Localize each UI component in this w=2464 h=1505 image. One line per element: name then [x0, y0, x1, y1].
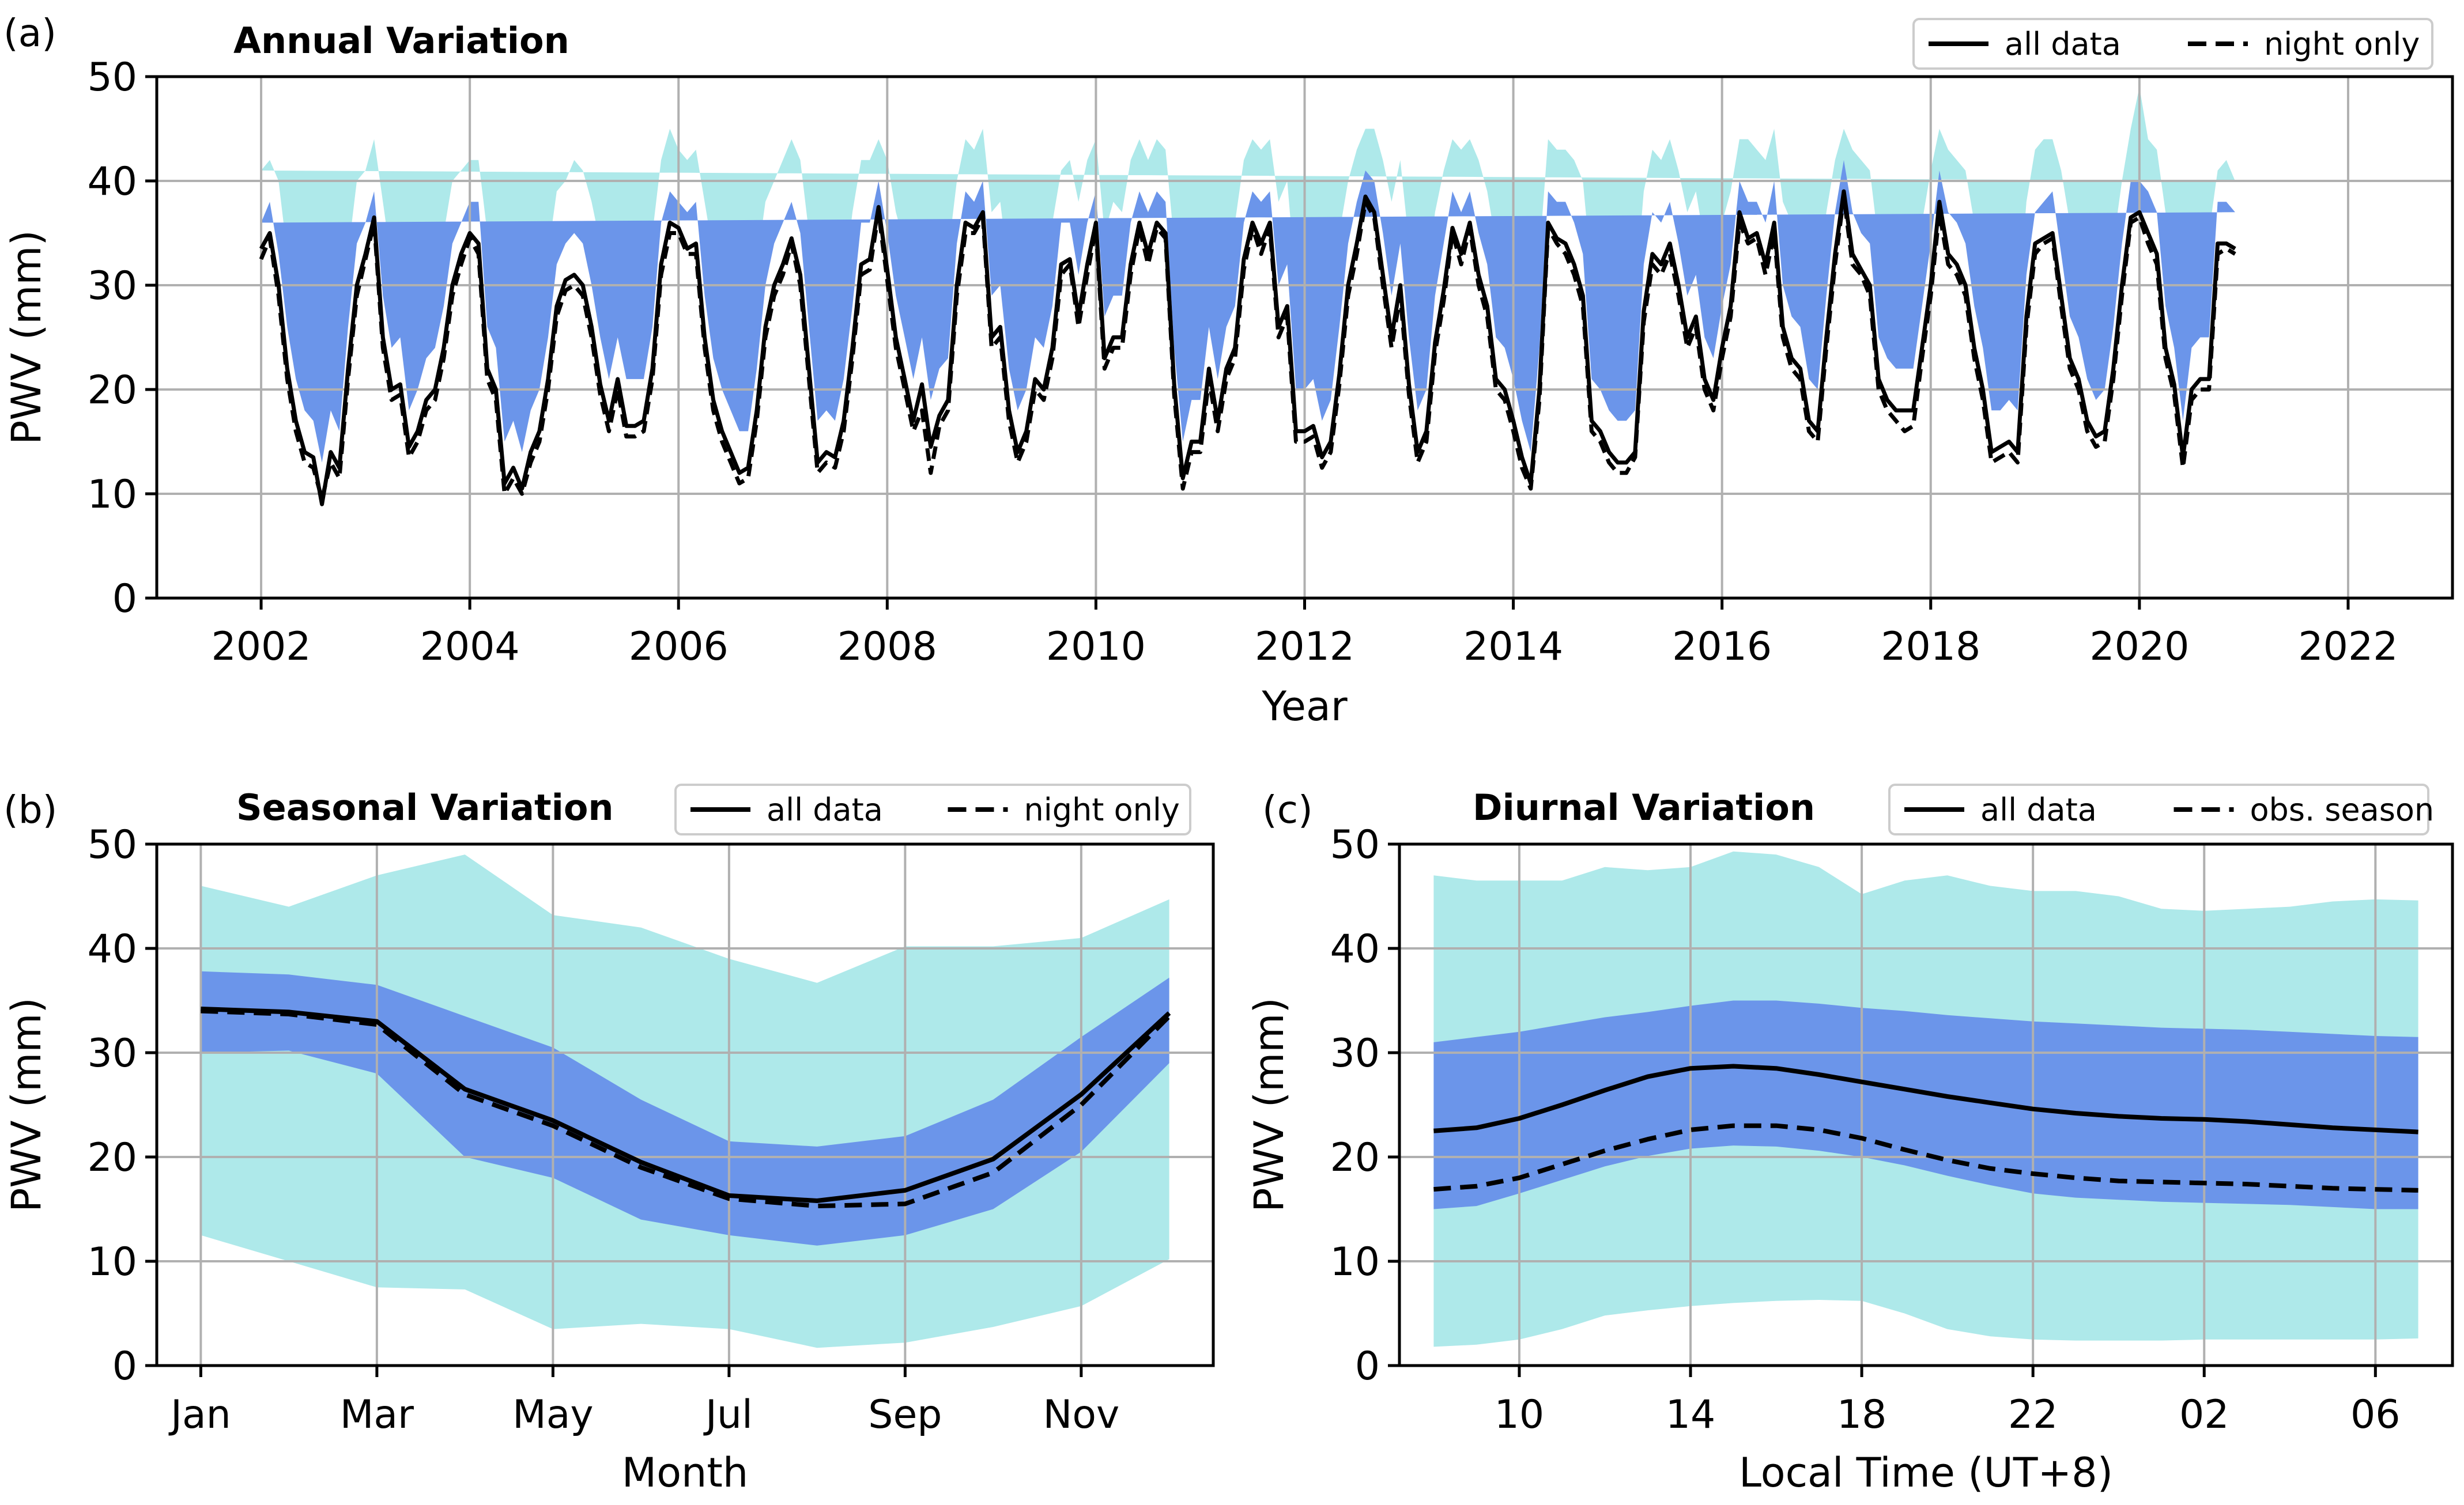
series-line-all-data: [1433, 1064, 2418, 1135]
panel-label: (b): [3, 788, 57, 832]
x-axis-label: Year: [1261, 683, 1347, 730]
chart-title: Annual Variation: [233, 20, 569, 62]
x-tick-label: Mar: [340, 1392, 414, 1438]
legend-box: [674, 784, 1191, 835]
panel-label: (a): [3, 11, 56, 55]
y-axis-label: PWV (mm): [1246, 997, 1293, 1212]
x-tick-label: Jul: [703, 1392, 753, 1438]
y-tick-label: 30: [87, 1031, 137, 1076]
chart-panel-c: 10 14 18 22 02 06 0 10 20 30 40 50 Local Time (UT+8)…: [1246, 784, 2454, 1496]
x-tick-label: May: [512, 1392, 594, 1438]
x-tick-label: 2018: [1881, 624, 1980, 670]
y-tick-label: 50: [87, 822, 137, 868]
axes-frame: [1398, 842, 2454, 1367]
legend-label: night only: [1024, 792, 1180, 828]
x-tick-label: 2002: [212, 624, 311, 670]
y-tick-label: 0: [112, 576, 137, 622]
axes-frame: [155, 842, 1215, 1367]
y-tick-label: 20: [1330, 1135, 1380, 1181]
x-tick-label: 2010: [1046, 624, 1146, 670]
legend: all data obs. season: [1888, 784, 2435, 835]
y-tick-label: 30: [87, 263, 137, 309]
y-tick-label: 30: [1330, 1031, 1380, 1076]
series-line-all-data: [259, 189, 2236, 506]
x-tick-label: 18: [1837, 1392, 1887, 1438]
x-tick-label: Nov: [1043, 1392, 1120, 1438]
legend: all data night only: [674, 784, 1191, 835]
series-line-obs-season: [1433, 1123, 2418, 1193]
legend-label: all data: [2005, 26, 2121, 62]
y-tick-label: 0: [112, 1344, 137, 1389]
x-tick-label: 2022: [2298, 624, 2398, 670]
y-tick-label: 0: [1355, 1344, 1380, 1389]
band-2sigma: [261, 87, 2235, 358]
chart-title: Diurnal Variation: [1473, 786, 1815, 829]
y-axis-label: PWV (mm): [3, 997, 50, 1212]
x-tick-label: 14: [1666, 1392, 1716, 1438]
y-tick-label: 20: [87, 1135, 137, 1181]
band-1sigma: [261, 160, 2235, 463]
x-tick-label: Sep: [868, 1392, 942, 1438]
x-tick-label: 10: [1495, 1392, 1545, 1438]
x-tick-label: Jan: [168, 1392, 231, 1438]
chart-panel-a: 2002 2004 2006 2008 2010 2012 2014 2016 2018 2020…: [3, 11, 2454, 730]
x-tick-label: 2006: [629, 624, 729, 670]
chart-title: Seasonal Variation: [236, 786, 614, 829]
y-tick-label: 20: [87, 368, 137, 413]
x-tick-label: 2012: [1255, 624, 1354, 670]
x-tick-label: 2008: [837, 624, 937, 670]
x-tick-label: 2016: [1672, 624, 1772, 670]
series-line-all-data: [201, 1007, 1171, 1203]
chart-panel-b: Jan Mar May Jul Sep Nov 0 10 20 30 40 50 Month PWV (m…: [3, 784, 1215, 1496]
legend-box: [1888, 784, 2429, 835]
x-axis-label: Month: [622, 1449, 748, 1496]
legend-label: all data: [1980, 792, 2097, 828]
panel-label: (c): [1262, 788, 1313, 832]
y-tick-label: 10: [87, 472, 137, 517]
legend-label: night only: [2264, 26, 2420, 62]
x-tick-label: 22: [2008, 1392, 2058, 1438]
x-tick-label: 2004: [420, 624, 520, 670]
legend: all data night only: [1912, 18, 2433, 70]
x-tick-label: 02: [2179, 1392, 2229, 1438]
band-1sigma: [201, 971, 1169, 1246]
series-line-night-only: [201, 1008, 1171, 1209]
legend-label: all data: [767, 792, 883, 828]
y-tick-label: 10: [87, 1239, 137, 1285]
x-axis-label: Local Time (UT+8): [1739, 1449, 2113, 1496]
y-tick-label: 10: [1330, 1239, 1380, 1285]
x-tick-label: 2014: [1463, 624, 1563, 670]
y-tick-label: 40: [87, 927, 137, 972]
y-tick-label: 40: [1330, 927, 1380, 972]
x-tick-label: 2020: [2089, 624, 2189, 670]
legend-label: obs. season: [2250, 792, 2435, 828]
y-axis-label: PWV (mm): [3, 230, 50, 445]
x-tick-label: 06: [2350, 1392, 2401, 1438]
y-tick-label: 50: [1330, 822, 1380, 868]
y-tick-label: 40: [87, 159, 137, 205]
y-tick-label: 50: [87, 55, 137, 100]
series-line-night-only: [259, 194, 2236, 501]
legend-box: [1912, 18, 2433, 70]
